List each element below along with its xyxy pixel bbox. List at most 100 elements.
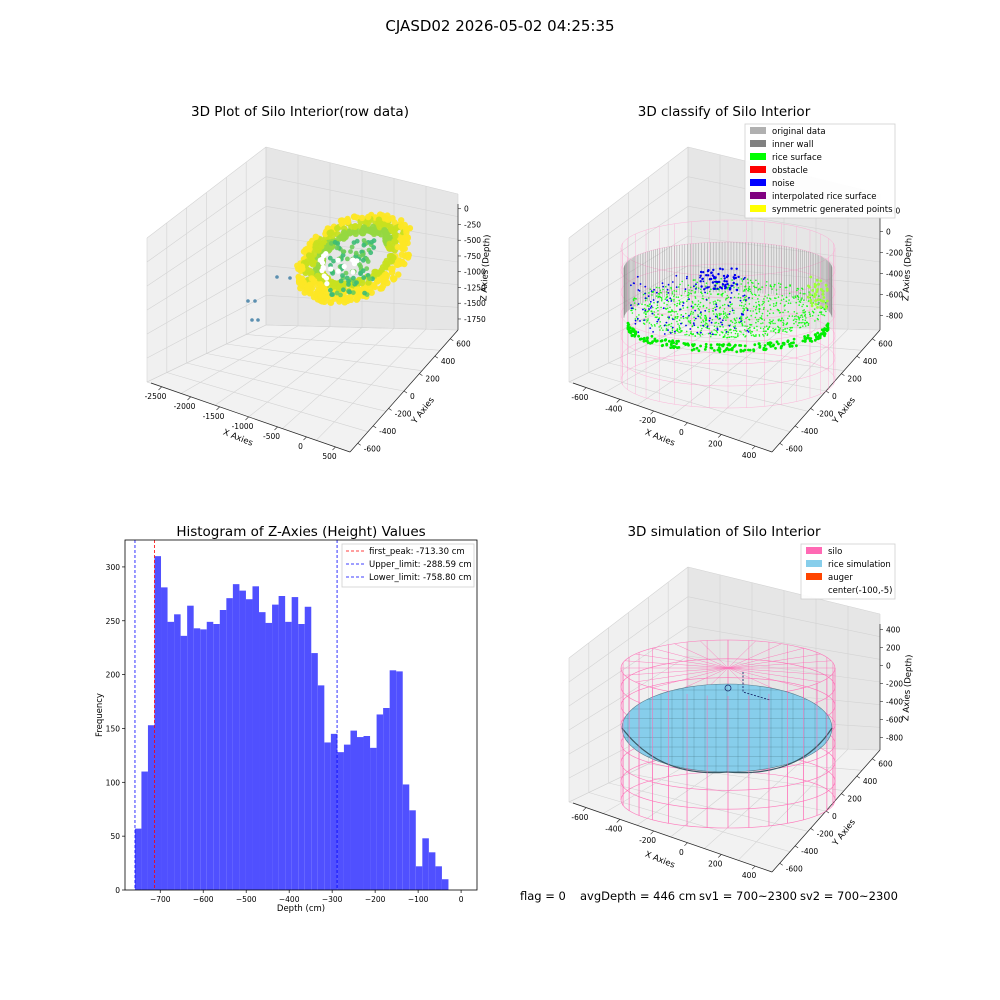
z-tick-label: 200 — [886, 643, 901, 652]
histogram-legend: first_peak: -713.30 cm Upper_limit: -288.… — [341, 543, 475, 588]
x-tick-label: -1000 — [232, 422, 254, 431]
simulation-3d-plot: 3D simulation of Silo Interior -600-400-… — [568, 524, 915, 880]
z-tick-label: 0 — [886, 661, 891, 670]
x-tick-label: -600 — [571, 393, 588, 402]
histogram-bar — [272, 604, 279, 890]
legend-label: rice simulation — [828, 560, 891, 570]
y-tick-label: 400 — [863, 777, 878, 786]
legend-label: auger — [828, 573, 853, 583]
z-tick-label: -400 — [886, 697, 903, 706]
histogram-bar — [147, 725, 155, 890]
histogram-bar — [278, 596, 286, 890]
legend-label: silo — [828, 547, 842, 557]
histogram-bar — [441, 879, 449, 890]
classify-plot-title: 3D classify of Silo Interior — [638, 104, 811, 120]
z-tick-label: -750 — [464, 252, 481, 261]
x-tick-label: −600 — [193, 895, 214, 904]
x-tick-label: -400 — [605, 825, 622, 834]
z-tick-label: 0 — [464, 205, 469, 214]
x-tick-label: -2000 — [174, 402, 196, 411]
y-tick-label: 600 — [878, 340, 893, 349]
classify-x-ticks: -600 -400 -200 0 200 400 — [571, 387, 757, 460]
y-tick-label: 200 — [847, 375, 862, 384]
legend-swatch — [750, 179, 766, 186]
histogram-reference-lines — [134, 540, 338, 890]
z-tick-label: -400 — [886, 269, 903, 278]
legend-swatch — [750, 192, 766, 199]
x-tick-label: -400 — [605, 405, 622, 414]
y-tick-label: 600 — [456, 340, 471, 349]
x-tick-label: −700 — [150, 895, 171, 904]
histogram-bar — [415, 866, 423, 890]
histogram-x-label: Depth (cm) — [277, 904, 325, 914]
y-tick-label: 100 — [106, 778, 121, 787]
legend-swatch — [750, 205, 766, 212]
legend-swatch — [750, 166, 766, 173]
simulation-x-axis-label: X Axies — [643, 850, 676, 871]
y-tick-label: -600 — [786, 444, 803, 453]
y-tick-label: -200 — [817, 409, 834, 418]
histogram-bar — [239, 590, 246, 890]
raw-data-3d-plot: 3D Plot of Silo Interior(row data) -2500… — [145, 104, 493, 461]
x-tick-label: 500 — [322, 452, 337, 461]
z-tick-label: -200 — [886, 248, 903, 257]
x-tick-label: −200 — [365, 895, 386, 904]
x-tick-label: −300 — [322, 895, 343, 904]
z-tick-label: 0 — [886, 227, 891, 236]
histogram-bar — [428, 852, 436, 890]
histogram-title: Histogram of Z-Axies (Height) Values — [176, 524, 425, 540]
legend-swatch — [806, 573, 822, 580]
histogram-bar — [232, 584, 240, 890]
x-tick-label: 0 — [679, 428, 684, 437]
histogram-bar — [389, 670, 397, 890]
classify-x-axis-label: X Axies — [643, 428, 676, 449]
legend-swatch — [750, 153, 766, 160]
raw-x-ticks: -2500 -2000 -1500 -1000 -500 0 500 — [145, 386, 337, 461]
simulation-z-ticks: 400 200 0 -200 -400 -600 -800 — [880, 625, 903, 742]
x-tick-label: 400 — [742, 451, 757, 460]
histogram-bar — [350, 730, 357, 890]
histogram-bars — [134, 556, 449, 890]
legend-label: center(-100,-5) — [828, 586, 892, 596]
simulation-x-ticks: -600 -400 -200 0 200 400 — [571, 807, 757, 880]
histogram-bar — [363, 736, 371, 890]
x-tick-label: -500 — [263, 432, 280, 441]
histogram-bar — [193, 628, 201, 890]
histogram-bar — [161, 587, 168, 890]
y-tick-label: 0 — [410, 392, 415, 401]
y-tick-label: 300 — [106, 563, 121, 572]
legend-swatch — [806, 547, 822, 554]
histogram-bar — [324, 742, 331, 890]
histogram-bar — [422, 838, 429, 890]
y-tick-label: 0 — [115, 886, 120, 895]
x-tick-label: 200 — [708, 860, 723, 869]
histogram-bar — [252, 586, 260, 890]
legend-label: obstacle — [772, 166, 808, 176]
x-tick-label: 200 — [708, 440, 723, 449]
depth-histogram: Histogram of Z-Axies (Height) Values −70… — [95, 524, 478, 914]
x-tick-label: −500 — [236, 895, 257, 904]
histogram-bar — [213, 624, 220, 890]
legend-label: Upper_limit: -288.59 cm — [369, 560, 472, 570]
legend-swatch — [750, 127, 766, 134]
histogram-bar — [298, 624, 305, 890]
histogram-bar — [396, 671, 403, 890]
y-tick-label: -200 — [395, 409, 412, 418]
histogram-bar — [200, 629, 207, 890]
status-sv1: sv1 = 700~2300 — [699, 889, 797, 903]
z-tick-label: -600 — [886, 715, 903, 724]
histogram-bar — [304, 606, 312, 890]
legend-label: Lower_limit: -758.80 cm — [369, 573, 471, 583]
x-tick-label: 400 — [742, 871, 757, 880]
histogram-bar — [343, 744, 351, 890]
z-tick-label: -1000 — [464, 268, 486, 277]
classify-z-axis-label: Z Axies (Depth) — [901, 234, 914, 301]
raw-point-cloud — [246, 211, 414, 322]
histogram-bar — [259, 612, 266, 890]
y-tick-label: 250 — [106, 617, 121, 626]
x-tick-label: −400 — [279, 895, 300, 904]
x-tick-label: -600 — [571, 813, 588, 822]
y-tick-label: -600 — [364, 444, 381, 453]
